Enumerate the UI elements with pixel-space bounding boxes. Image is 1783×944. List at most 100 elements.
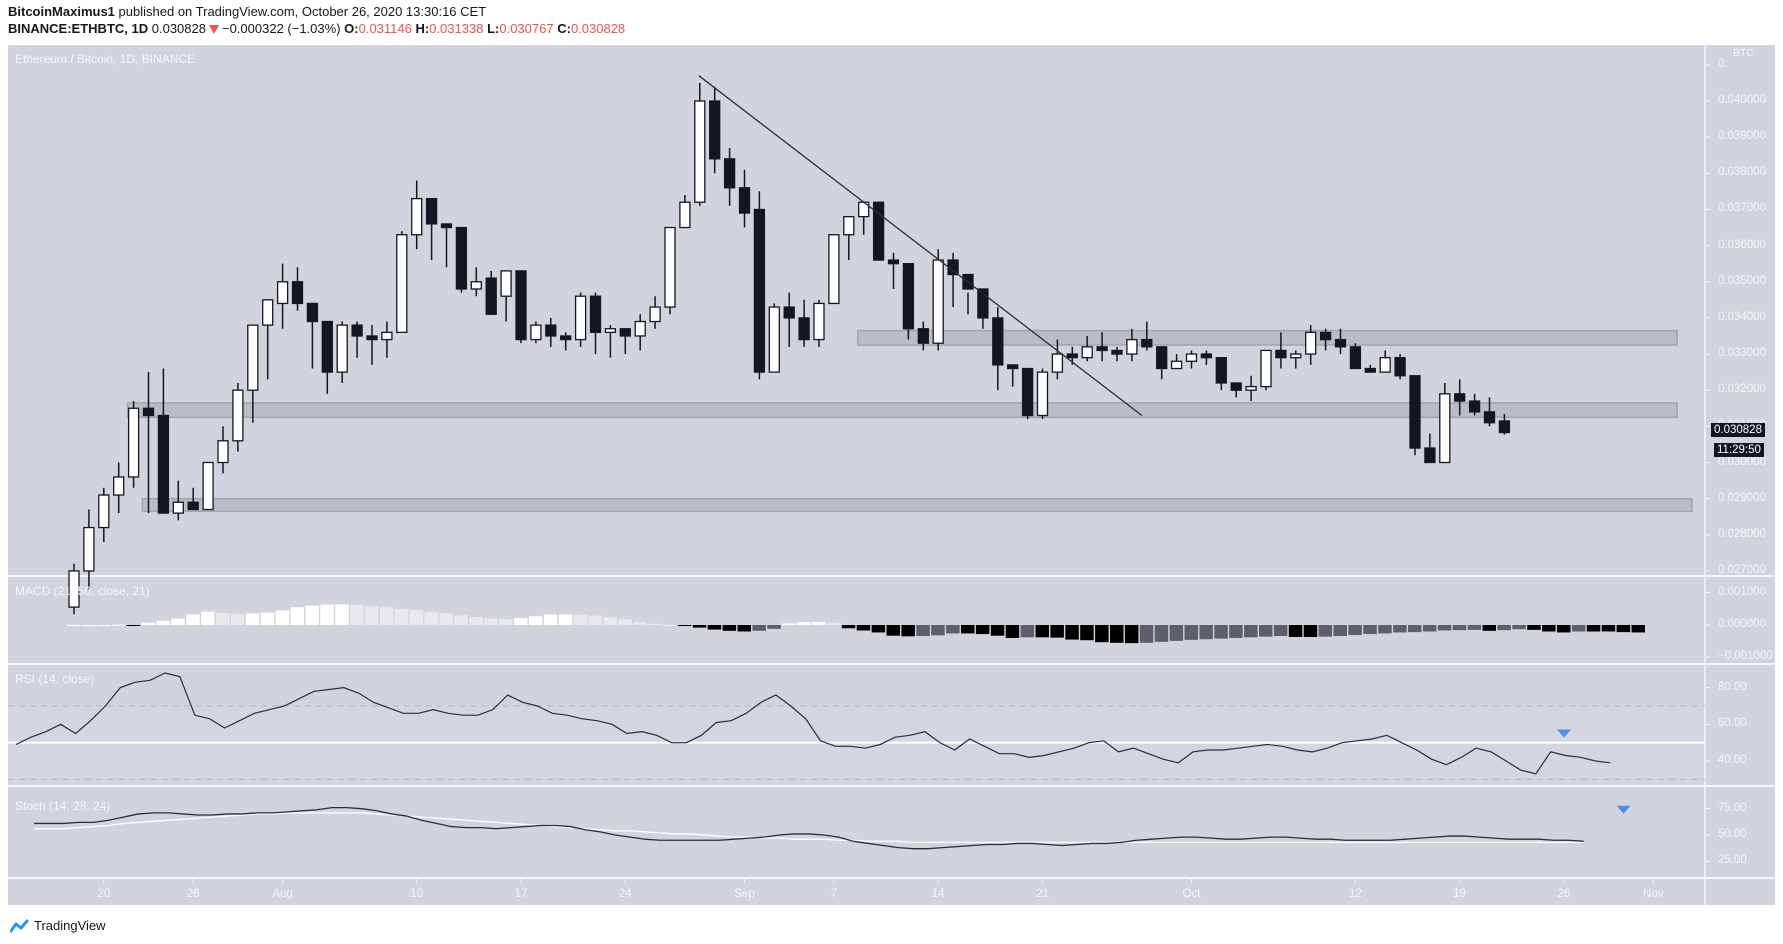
candle bbox=[381, 331, 393, 341]
candle bbox=[843, 216, 855, 236]
macd-bar bbox=[737, 625, 751, 632]
macd-bar bbox=[1348, 625, 1362, 636]
macd-bar bbox=[439, 613, 453, 625]
candle bbox=[306, 302, 319, 323]
candle bbox=[1498, 420, 1511, 434]
price-axis-label: 0.036000 bbox=[1718, 238, 1766, 251]
candle bbox=[1305, 331, 1317, 355]
macd-bar bbox=[81, 625, 96, 626]
price-axis-label: 0.029000 bbox=[1718, 491, 1766, 504]
macd-bar bbox=[931, 625, 945, 636]
candle bbox=[619, 328, 631, 337]
candle bbox=[142, 407, 155, 417]
price-axis-label: 0.040000 bbox=[1718, 94, 1766, 106]
macd-bar bbox=[975, 625, 990, 635]
support-resistance-zone bbox=[141, 497, 1693, 513]
candle bbox=[172, 501, 184, 514]
macd-bar bbox=[1616, 625, 1631, 633]
macd-bar bbox=[812, 622, 826, 625]
candle bbox=[664, 226, 676, 308]
candle bbox=[560, 335, 572, 341]
time-axis-label: 19 bbox=[1453, 888, 1467, 900]
symbol-info-bar: BINANCE:ETHBTC, 1D 0.030828 −0.000322 (−1… bbox=[8, 21, 625, 36]
macd-bar bbox=[722, 625, 737, 631]
price-axis-label: 40.00 bbox=[1718, 754, 1747, 766]
macd-bar bbox=[871, 625, 886, 633]
macd-bar bbox=[1393, 625, 1407, 633]
macd-bar bbox=[1363, 625, 1377, 635]
macd-bar bbox=[1437, 625, 1452, 631]
macd-bar bbox=[350, 604, 364, 625]
candle bbox=[1439, 393, 1451, 464]
candle bbox=[887, 259, 900, 265]
price-axis-label: 50.00 bbox=[1718, 828, 1747, 840]
macd-bar bbox=[1482, 625, 1496, 631]
brand-name: TradingView bbox=[34, 918, 106, 933]
macd-bar bbox=[1601, 625, 1616, 632]
macd-bar bbox=[856, 625, 871, 631]
macd-bar bbox=[141, 622, 155, 625]
time-axis-label: 7 bbox=[830, 888, 838, 900]
macd-bar bbox=[424, 611, 439, 625]
price-axis-label: 0.034000 bbox=[1718, 310, 1766, 323]
macd-bar bbox=[901, 625, 915, 637]
price-axis-label: 25.00 bbox=[1718, 854, 1747, 867]
macd-bar bbox=[826, 622, 841, 625]
candle bbox=[276, 281, 289, 305]
macd-bar bbox=[588, 615, 602, 625]
macd-bar bbox=[648, 623, 662, 625]
price-axis-label: 0.001000 bbox=[1718, 585, 1766, 598]
macd-bar bbox=[797, 622, 811, 625]
time-axis-label: 24 bbox=[618, 888, 632, 900]
macd-bar bbox=[663, 625, 677, 626]
candle bbox=[783, 306, 795, 319]
macd-bar bbox=[633, 621, 647, 625]
tradingview-logo[interactable]: TradingView bbox=[10, 918, 106, 933]
macd-bar bbox=[1199, 625, 1213, 640]
macd-bar bbox=[1169, 625, 1184, 641]
price-change: −0.000322 (−1.03%) bbox=[221, 21, 341, 36]
stoch-k-line bbox=[34, 806, 1584, 850]
macd-bar bbox=[305, 605, 319, 625]
low-value: 0.030767 bbox=[499, 21, 554, 36]
macd-bar bbox=[1318, 625, 1333, 637]
candle bbox=[500, 270, 512, 297]
publisher-name[interactable]: BitcoinMaximus1 bbox=[8, 4, 115, 19]
time-axis-label: 12 bbox=[1348, 888, 1362, 900]
macd-bar bbox=[201, 611, 215, 625]
candle bbox=[545, 324, 557, 337]
macd-bar bbox=[1542, 625, 1556, 632]
chart-frame[interactable]: Ethereum / Bitcoin, 1D, BINANCE MACD (21… bbox=[8, 45, 1775, 905]
macd-bar bbox=[1631, 625, 1645, 633]
macd-bar bbox=[245, 613, 260, 625]
candle bbox=[247, 324, 259, 391]
candle bbox=[917, 328, 929, 344]
macd-bar bbox=[514, 617, 528, 625]
macd-bar bbox=[558, 614, 573, 625]
candle bbox=[723, 158, 736, 189]
candle bbox=[232, 389, 244, 442]
candle bbox=[455, 226, 468, 290]
macd-bar bbox=[96, 625, 111, 626]
candle bbox=[336, 324, 348, 373]
close-label: C: bbox=[557, 21, 571, 36]
macd-bar bbox=[186, 614, 200, 625]
candle bbox=[1036, 371, 1049, 417]
candle bbox=[470, 281, 482, 290]
candle bbox=[589, 295, 602, 334]
time-axis-label: 10 bbox=[410, 888, 424, 900]
macd-bar bbox=[707, 625, 722, 630]
price-axis-label: 0. bbox=[1718, 58, 1728, 70]
macd-bar bbox=[782, 623, 796, 625]
macd-bar bbox=[543, 614, 558, 625]
time-axis-label: Oct bbox=[1182, 888, 1201, 900]
macd-bar bbox=[603, 617, 617, 625]
candle bbox=[1260, 349, 1272, 388]
price-axis-label: 0.035000 bbox=[1718, 274, 1766, 287]
chart-canvas[interactable] bbox=[8, 45, 1775, 905]
candle bbox=[485, 277, 497, 315]
candle bbox=[217, 440, 229, 464]
macd-bar bbox=[1497, 625, 1511, 631]
support-resistance-zone bbox=[856, 329, 1678, 346]
candle bbox=[872, 201, 885, 261]
